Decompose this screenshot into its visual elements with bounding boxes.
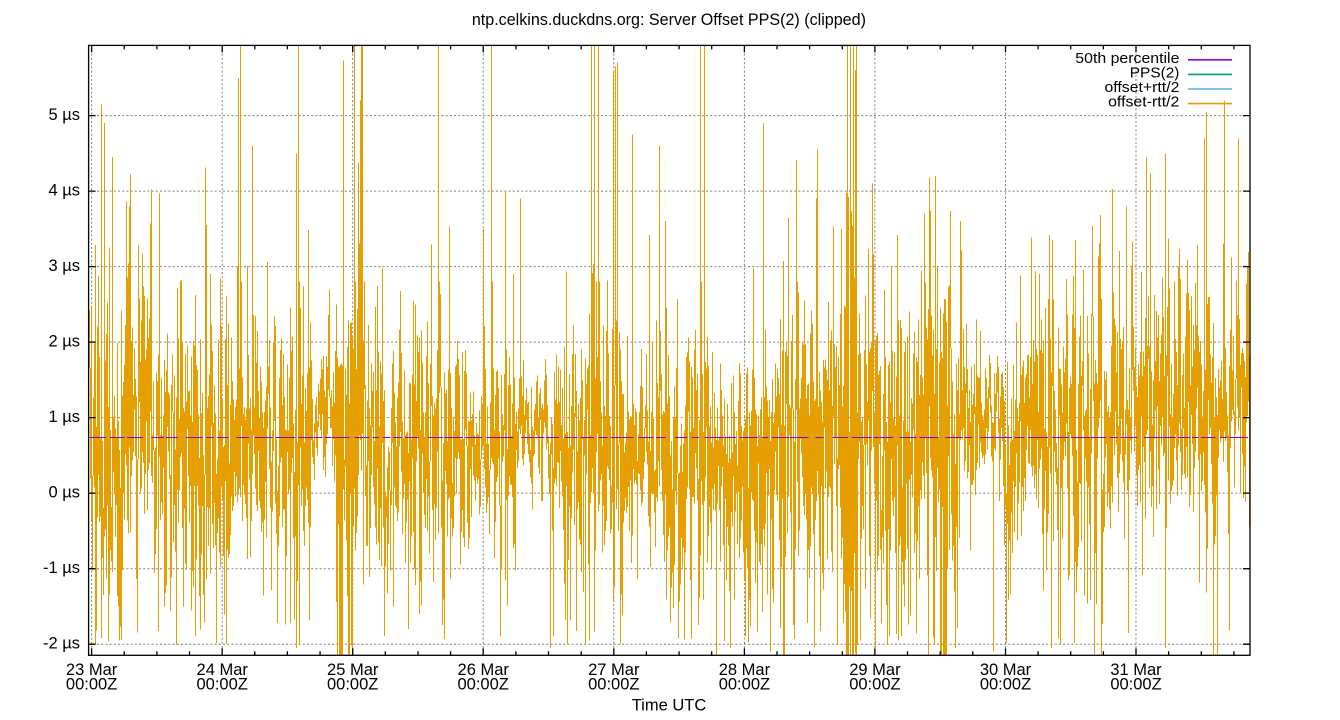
svg-text:3 µs: 3 µs	[48, 257, 80, 275]
svg-text:ntp.celkins.duckdns.org: Serve: ntp.celkins.duckdns.org: Server Offset P…	[472, 10, 866, 29]
svg-text:29 Mar: 29 Mar	[849, 661, 901, 679]
svg-text:offset-rtt/2: offset-rtt/2	[1108, 95, 1179, 111]
svg-text:4 µs: 4 µs	[48, 181, 80, 199]
svg-text:00:00Z: 00:00Z	[849, 676, 900, 694]
svg-text:50th percentile: 50th percentile	[1075, 51, 1179, 67]
svg-text:offset+rtt/2: offset+rtt/2	[1105, 80, 1180, 96]
svg-text:26 Mar: 26 Mar	[458, 661, 510, 679]
svg-text:00:00Z: 00:00Z	[980, 676, 1031, 694]
svg-text:24 Mar: 24 Mar	[197, 661, 249, 679]
svg-text:27 Mar: 27 Mar	[588, 661, 640, 679]
svg-text:00:00Z: 00:00Z	[588, 676, 639, 694]
svg-text:-1 µs: -1 µs	[43, 559, 80, 577]
svg-text:0 µs: 0 µs	[48, 483, 80, 501]
svg-text:00:00Z: 00:00Z	[197, 676, 248, 694]
svg-text:PPS(2): PPS(2)	[1130, 66, 1180, 82]
svg-text:23 Mar: 23 Mar	[66, 661, 118, 679]
svg-text:2 µs: 2 µs	[48, 332, 80, 350]
svg-text:1 µs: 1 µs	[48, 408, 80, 426]
svg-text:31 Mar: 31 Mar	[1110, 661, 1162, 679]
svg-text:00:00Z: 00:00Z	[1110, 676, 1161, 694]
svg-text:00:00Z: 00:00Z	[458, 676, 509, 694]
svg-text:00:00Z: 00:00Z	[327, 676, 378, 694]
svg-text:00:00Z: 00:00Z	[719, 676, 770, 694]
svg-text:28 Mar: 28 Mar	[719, 661, 771, 679]
svg-text:25 Mar: 25 Mar	[327, 661, 379, 679]
svg-text:30 Mar: 30 Mar	[980, 661, 1032, 679]
svg-text:-2 µs: -2 µs	[43, 635, 80, 653]
svg-text:Time UTC: Time UTC	[632, 696, 707, 714]
svg-text:00:00Z: 00:00Z	[66, 676, 117, 694]
svg-text:5 µs: 5 µs	[48, 106, 80, 124]
